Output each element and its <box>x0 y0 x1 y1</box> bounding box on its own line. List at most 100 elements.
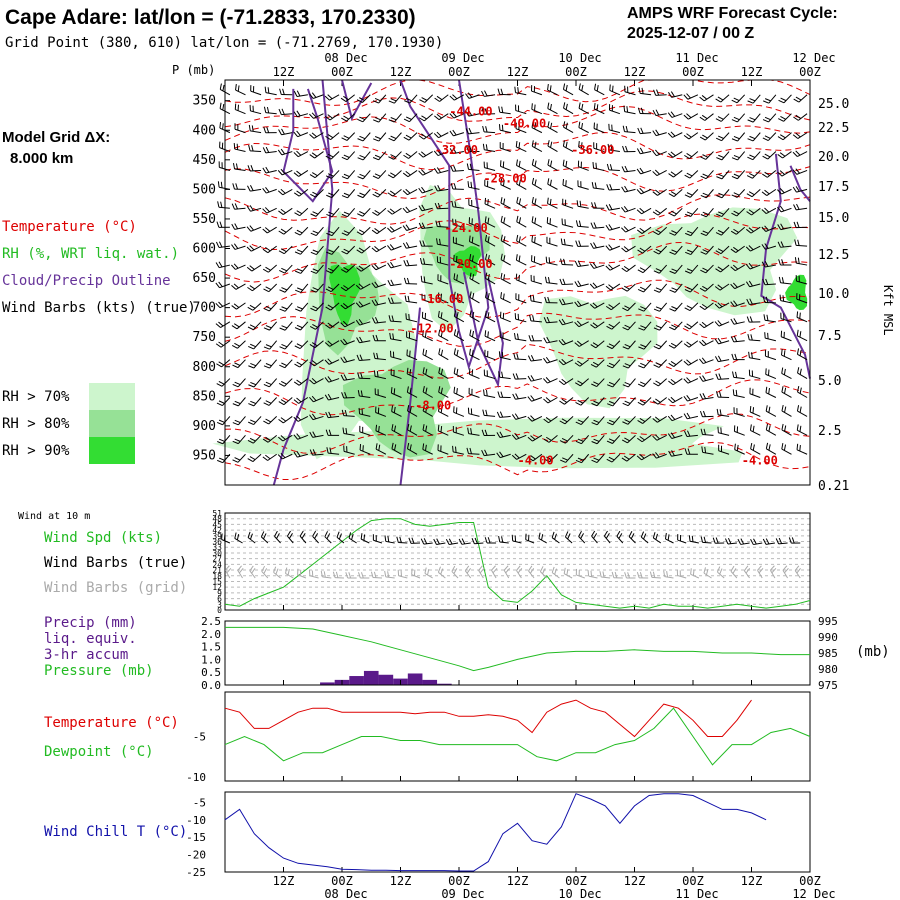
wind-barb <box>250 130 262 134</box>
wind-barb-flag <box>574 382 581 387</box>
wind-barb-grid-flag <box>636 572 640 579</box>
wind-barb-flag <box>485 144 488 151</box>
wind-barb <box>687 415 698 420</box>
wind-barb <box>222 416 231 426</box>
wind-barb-flag <box>686 323 693 328</box>
wind-barb <box>594 302 605 309</box>
wind-barb-flag <box>592 361 599 366</box>
wind-barb-flag <box>324 95 330 101</box>
wind-barb <box>269 340 278 350</box>
wind-barb-grid-flag <box>703 567 706 574</box>
wind-barb-flag <box>326 232 333 237</box>
wind-barb <box>421 263 433 266</box>
wind-barb-flag <box>279 364 286 369</box>
wind-barb-flag <box>438 348 441 355</box>
wind-barb-flag <box>686 230 693 234</box>
wind-barbs-upper <box>215 83 808 464</box>
wind-barb <box>268 283 278 293</box>
wind-barb-flag <box>405 206 411 212</box>
wind-barb-flag <box>592 302 598 308</box>
wind-barb-flag <box>342 303 349 308</box>
wind-barb-flag <box>232 183 235 190</box>
wind-barb-flag <box>418 170 424 176</box>
wind-barb-flag <box>715 232 722 236</box>
wind-barb-flag <box>438 220 441 227</box>
wind-barb-flag <box>606 325 613 330</box>
wind-barb-flag <box>312 172 318 177</box>
wind-barb-flag <box>409 444 412 451</box>
wind-barb <box>499 415 511 418</box>
wind-barb-flag <box>514 453 520 459</box>
wind-barb-flag <box>312 305 319 310</box>
wind-barb <box>705 151 714 160</box>
wind-speed-line <box>224 518 811 609</box>
wind-barb-flag <box>561 418 568 423</box>
wind-barb-grid-flag <box>361 572 364 579</box>
wind-barb-flag <box>357 194 364 199</box>
wind-barb <box>546 282 558 285</box>
wind-barb-flag <box>655 229 662 234</box>
wind-barb <box>673 359 683 367</box>
wind-barb-flag <box>777 224 782 230</box>
wind-barb-grid-flag <box>732 568 737 574</box>
wind-barb <box>609 245 621 251</box>
wind-barb <box>655 94 667 96</box>
wind-barb-flag <box>621 207 626 213</box>
wind-barb-flag <box>248 384 255 388</box>
wind-barb-flag <box>793 116 799 121</box>
wind-barb-flag <box>699 393 704 400</box>
wind-barb-true <box>616 535 624 544</box>
wind-barb-flag <box>470 181 473 188</box>
wind-barb-flag <box>277 436 284 442</box>
wind-barb-grid-flag <box>370 571 374 578</box>
wind-barb-flag <box>777 154 783 159</box>
wind-barb-true-flag <box>260 531 265 538</box>
wind-barb-flag <box>574 260 579 267</box>
wind-barb <box>499 434 511 439</box>
wind-barb-flag <box>595 162 597 169</box>
wind-barb-flag <box>357 157 364 161</box>
wind-barb <box>733 394 745 398</box>
wind-barb-flag <box>730 248 737 253</box>
wind-barb <box>362 170 371 180</box>
wind-barb-flag <box>590 363 597 368</box>
wind-barb <box>627 321 636 331</box>
wind-barb-flag <box>374 136 381 140</box>
wind-barb <box>689 189 699 198</box>
pressure-units: (mb) <box>856 644 890 660</box>
temperature-contour <box>224 105 811 144</box>
wind-barb <box>438 353 449 361</box>
wind-barb-flag <box>420 169 426 175</box>
wind-barb-flag <box>409 406 412 413</box>
wind-barb-flag <box>667 433 673 439</box>
wind-barb-flag <box>684 289 691 293</box>
wind-barb-flag <box>343 115 349 120</box>
wind-barb <box>705 245 714 255</box>
wind-barb-flag <box>402 225 407 231</box>
wind-barb-flag <box>733 300 738 306</box>
wind-barb-true <box>324 536 332 544</box>
wind-barb-flag <box>700 232 707 237</box>
wind-barb-flag <box>686 268 693 272</box>
wind-barb-flag <box>765 405 768 412</box>
wind-barb-flag <box>516 234 519 241</box>
wind-barb <box>500 259 511 266</box>
wind-barb-flag <box>372 317 376 324</box>
wind-barb <box>394 94 402 104</box>
top-time-tick: 12Z <box>624 65 646 79</box>
wind-barb-true <box>221 539 231 544</box>
wind-barb-flag <box>293 416 299 422</box>
wind-barb-true-flag <box>474 537 478 544</box>
wind-barb <box>781 336 792 342</box>
wind-barb-flag <box>752 444 755 451</box>
wind-barb-flag <box>530 375 535 381</box>
wind-barb-flag <box>312 230 319 234</box>
wind-barb <box>218 245 230 248</box>
wind-barb-flag <box>372 100 379 104</box>
wind-barb <box>237 378 246 388</box>
wind-barb-flag <box>440 406 443 413</box>
wind-barb-true <box>628 536 636 544</box>
wind-barb-true <box>449 542 459 546</box>
wind-barb <box>766 188 777 196</box>
wind-barb-flag <box>265 436 271 441</box>
